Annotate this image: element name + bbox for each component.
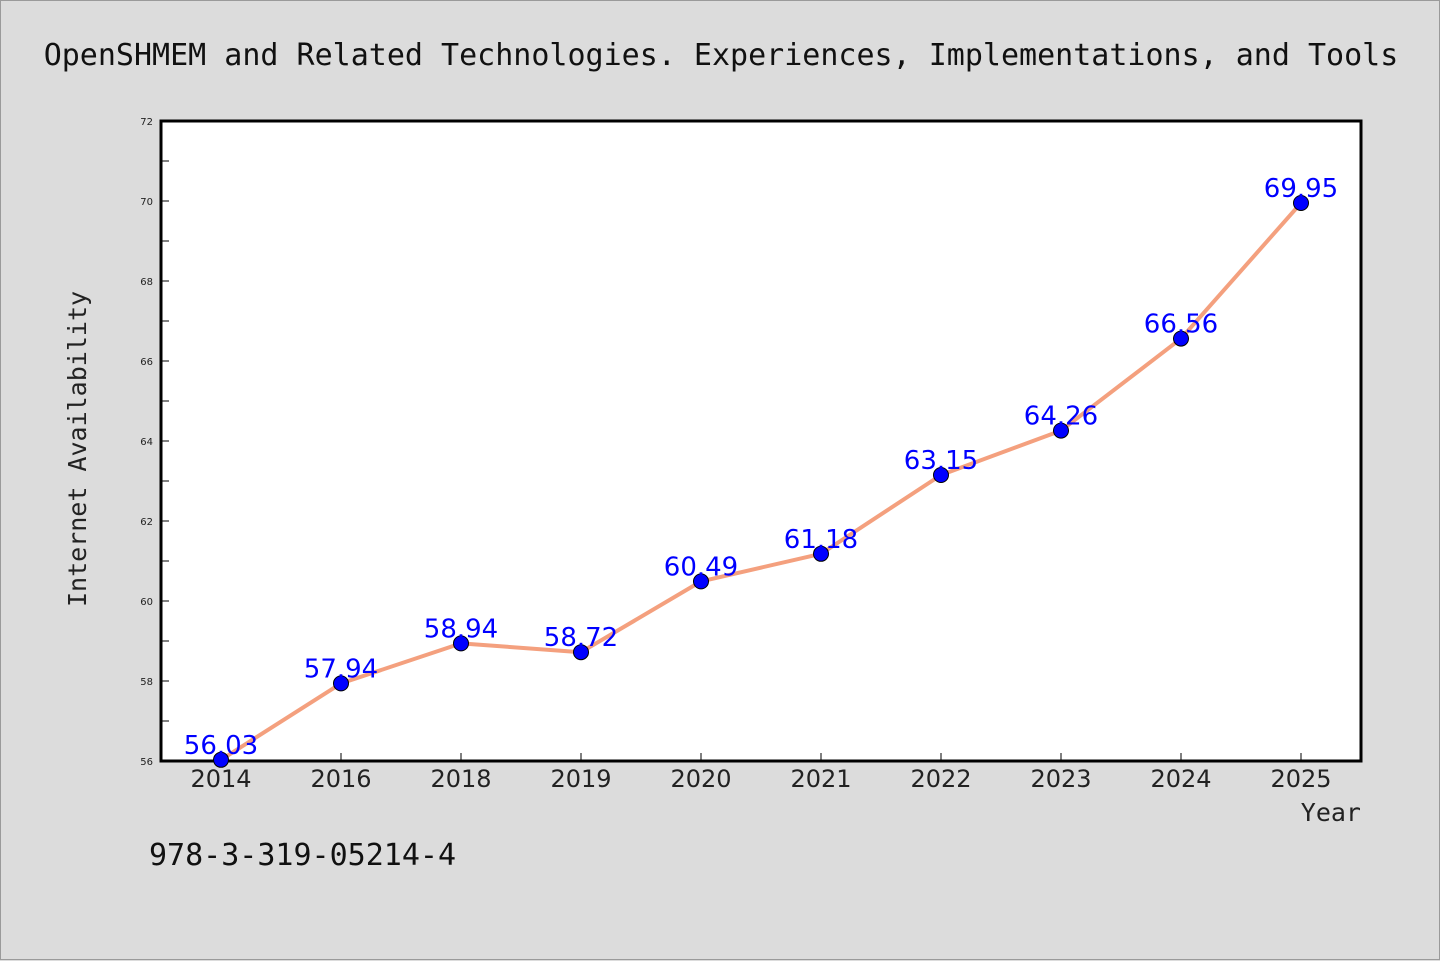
x-axis-title: Year (1301, 798, 1361, 827)
y-tick-label: 60 (140, 597, 153, 608)
y-tick-label: 64 (140, 437, 153, 448)
data-point (573, 644, 589, 661)
x-tick-label: 2016 (310, 765, 371, 793)
data-label: 58.72 (544, 623, 618, 653)
data-point (1053, 422, 1069, 439)
x-tick-label: 2014 (190, 765, 251, 793)
data-label: 60.49 (664, 552, 738, 582)
data-point (453, 635, 469, 652)
y-tick-label: 58 (140, 677, 153, 688)
data-label: 58.94 (424, 614, 498, 644)
x-tick-label: 2021 (790, 765, 851, 793)
x-tick-label: 2023 (1030, 765, 1091, 793)
y-tick-label: 66 (140, 357, 153, 368)
x-tick-label: 2025 (1270, 765, 1331, 793)
data-point (1293, 195, 1309, 211)
x-tick-label: 2022 (910, 765, 971, 793)
y-tick-label: 70 (140, 197, 153, 208)
data-point (333, 675, 349, 692)
chart-title: OpenSHMEM and Related Technologies. Expe… (44, 38, 1399, 73)
data-label: 61.18 (784, 525, 858, 555)
data-point (1173, 330, 1189, 347)
data-label: 64.26 (1024, 402, 1098, 432)
data-point (933, 467, 949, 483)
y-tick-label: 62 (140, 517, 153, 528)
x-tick-label: 2019 (550, 765, 611, 793)
data-point (813, 545, 829, 562)
series-line (219, 201, 1303, 762)
y-axis-title: Internet Availability (63, 291, 92, 607)
x-tick-label: 2024 (1150, 765, 1211, 793)
data-label: 57.94 (304, 654, 378, 684)
data-label: 66.56 (1144, 310, 1218, 340)
series-line-group: 56.03 57.94 58.94 58.72 60.49 61.18 63.15 64.26… (184, 174, 1338, 768)
data-point (693, 573, 709, 590)
x-tick-label: 2020 (670, 765, 731, 793)
data-label: 63.15 (904, 446, 978, 476)
data-point (213, 751, 229, 768)
data-label: 69.95 (1264, 174, 1338, 204)
x-axis: 2014 2016 2018 2019 2020 2021 2022 2023 2024 2025 (190, 753, 1332, 793)
isbn-text: 978-3-319-05214-4 (149, 838, 456, 873)
y-tick-label: 72 (140, 117, 153, 128)
y-tick-label: 56 (140, 757, 153, 768)
x-tick-label: 2018 (430, 765, 491, 793)
y-axis: 56 58 60 62 64 66 68 70 72 (140, 117, 169, 768)
data-label: 56.03 (184, 731, 258, 761)
plot-area (159, 119, 1363, 763)
y-tick-label: 68 (140, 277, 153, 288)
